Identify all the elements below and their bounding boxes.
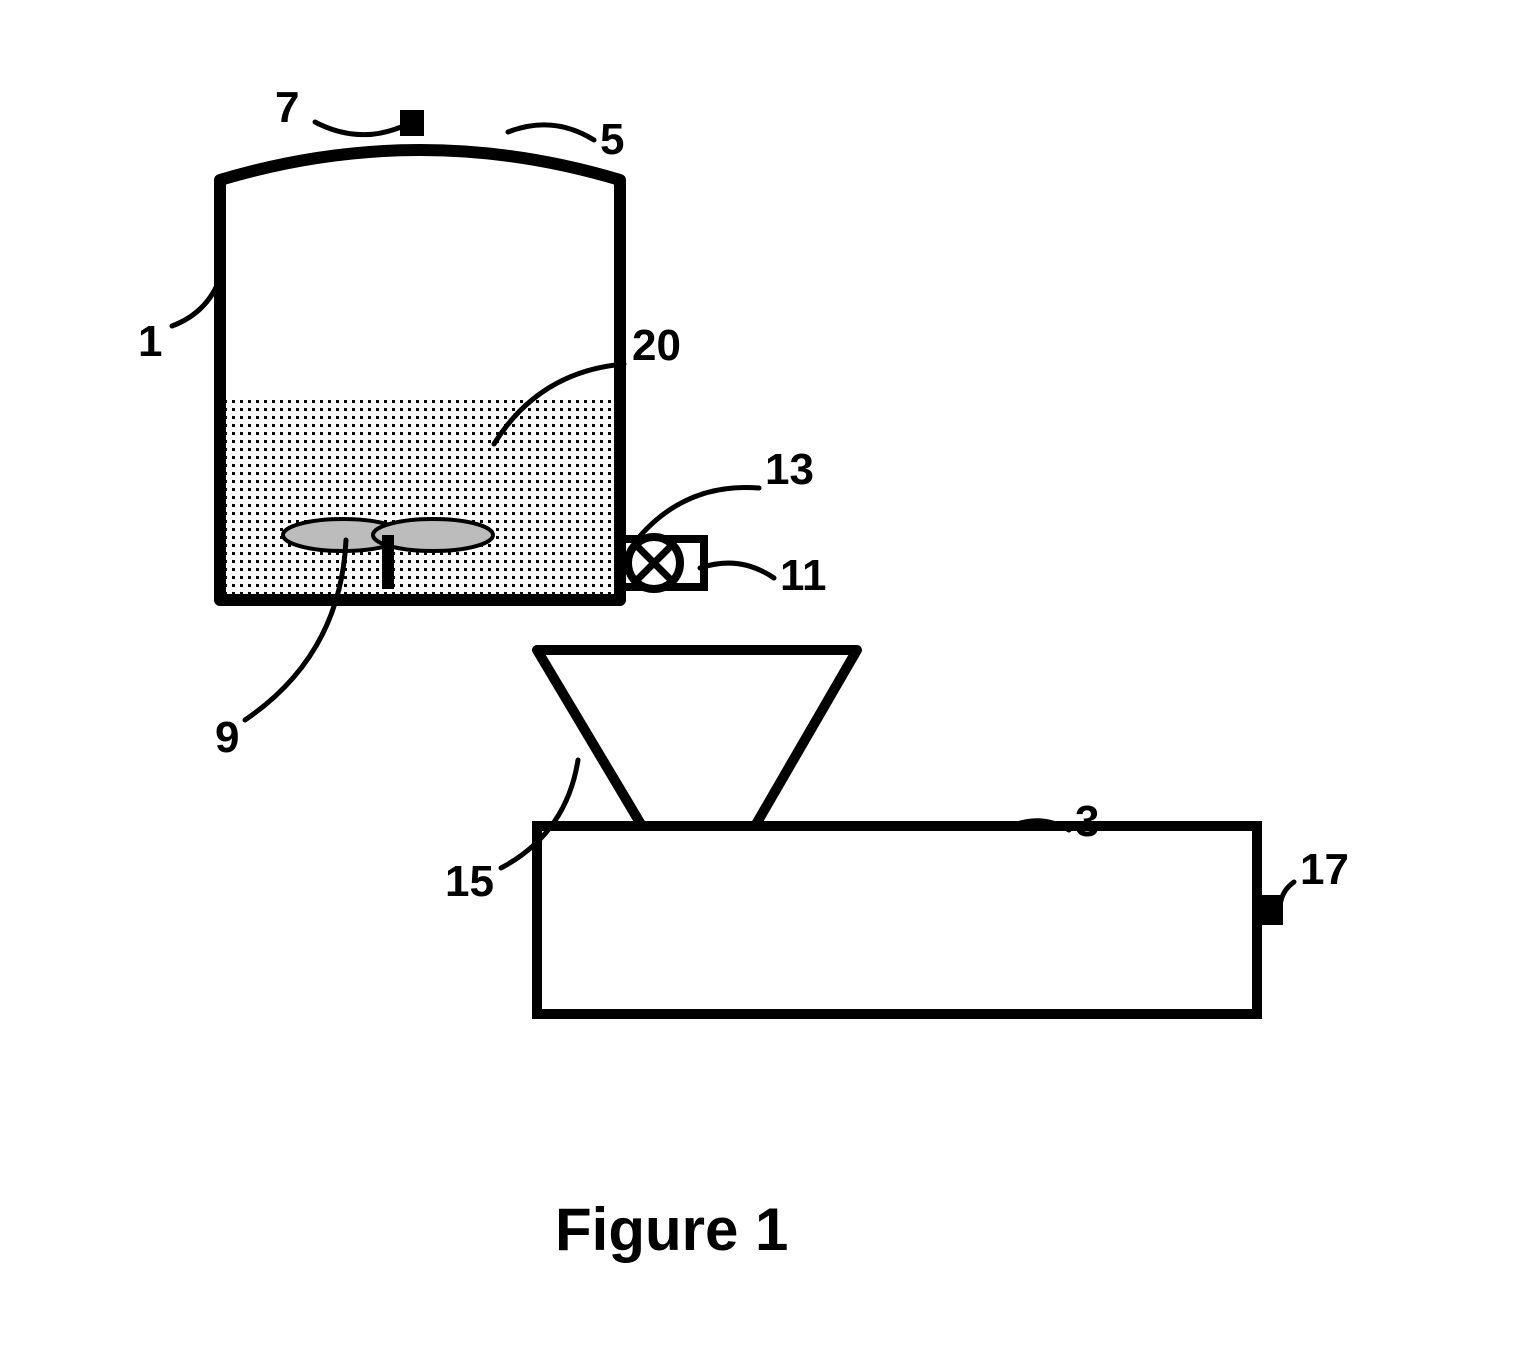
label-9: 9 (215, 716, 239, 760)
label-7: 7 (275, 86, 299, 130)
label-1: 1 (138, 320, 162, 364)
label-13: 13 (765, 448, 814, 492)
diagram-svg (0, 0, 1534, 1356)
figure-canvas: 7 5 1 20 13 11 9 15 3 17 Figure 1 (0, 0, 1534, 1356)
label-5: 5 (600, 118, 624, 162)
label-15: 15 (445, 860, 494, 904)
label-11: 11 (780, 554, 827, 598)
label-3: 3 (1075, 800, 1099, 844)
figure-title: Figure 1 (555, 1200, 788, 1260)
label-20: 20 (632, 324, 681, 368)
label-17: 17 (1300, 848, 1349, 892)
